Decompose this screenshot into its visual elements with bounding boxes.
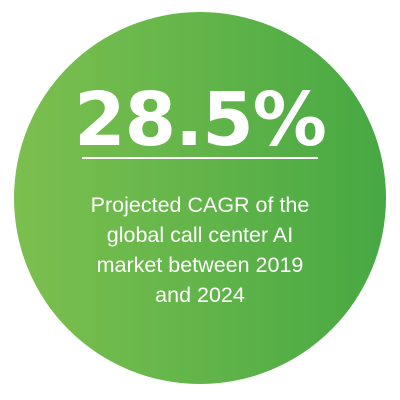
divider-line — [82, 157, 318, 159]
stat-value: 28.5% — [74, 77, 327, 163]
caption-line-2: global call center AI — [106, 223, 294, 247]
stat-circle — [14, 12, 386, 384]
caption-line-4: and 2024 — [155, 283, 245, 307]
stat-caption: Projected CAGR of the global call center… — [40, 190, 360, 310]
caption-line-3: market between 2019 — [96, 253, 304, 277]
caption-line-1: Projected CAGR of the — [90, 193, 310, 217]
